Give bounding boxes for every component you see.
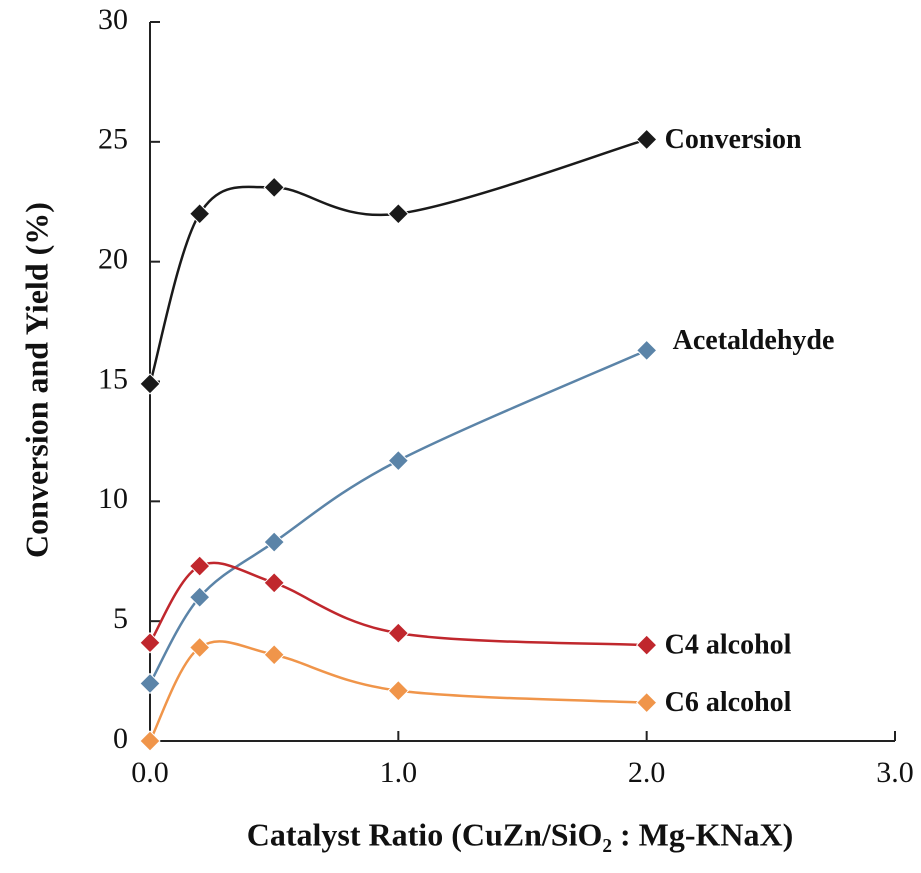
y-tick-label: 30: [98, 3, 128, 36]
y-tick-label: 0: [113, 722, 128, 755]
series-label: C4 alcohol: [665, 630, 792, 661]
data-point: [188, 586, 211, 608]
x-tick-label: 0.0: [131, 756, 169, 789]
data-point: [263, 572, 285, 594]
data-point: [139, 730, 161, 752]
data-point: [635, 691, 658, 714]
data-point: [188, 636, 211, 659]
x-axis-title: Catalyst Ratio (CuZn/SiO₂ : Mg-KNaX): [247, 816, 793, 852]
data-point: [139, 672, 161, 695]
data-point: [387, 622, 410, 644]
data-point: [263, 644, 285, 666]
y-tick-label: 10: [98, 482, 128, 515]
y-tick-label: 5: [113, 602, 128, 635]
series-line: [148, 561, 647, 647]
x-tick-label: 1.0: [380, 756, 418, 789]
data-point: [139, 373, 161, 395]
x-tick-label: 3.0: [876, 756, 914, 789]
y-tick-label: 25: [98, 123, 128, 156]
data-point: [188, 203, 211, 225]
series-label: C6 alcohol: [665, 687, 792, 718]
data-point: [635, 339, 658, 362]
data-point: [635, 634, 658, 656]
data-point: [263, 176, 285, 199]
data-point: [387, 203, 410, 225]
y-axis-title: Conversion and Yield (%): [18, 202, 54, 558]
data-point: [263, 531, 285, 553]
series-line: [148, 640, 647, 742]
data-point: [387, 449, 410, 472]
series-label: Acetaldehyde: [673, 325, 835, 356]
y-tick-label: 20: [98, 243, 128, 276]
x-tick-label: 2.0: [628, 756, 666, 789]
y-tick-label: 15: [98, 362, 128, 395]
data-point: [139, 632, 161, 654]
series-line: [148, 349, 648, 685]
data-point: [188, 555, 211, 577]
data-point: [387, 679, 410, 702]
data-point: [635, 128, 658, 151]
series-line: [148, 138, 648, 385]
series-label: Conversion: [665, 124, 802, 155]
